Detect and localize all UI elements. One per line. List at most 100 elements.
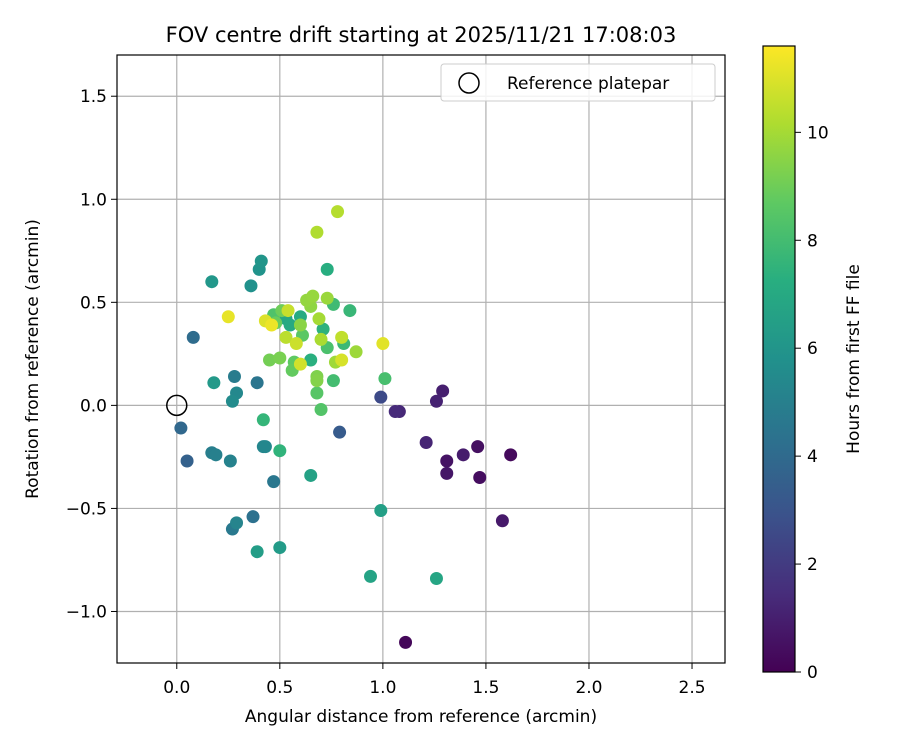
data-point: [227, 370, 241, 384]
data-point: [376, 337, 390, 351]
y-tick-label: 1.5: [80, 87, 107, 107]
data-point: [310, 386, 324, 400]
data-point: [223, 454, 237, 468]
x-tick-label: 2.5: [679, 678, 706, 698]
colorbar-gradient: [762, 45, 796, 673]
data-point: [250, 545, 264, 559]
y-tick-label: 0.0: [80, 396, 107, 416]
data-point: [246, 510, 260, 524]
data-point: [174, 421, 188, 435]
data-points: [174, 205, 518, 649]
reference-platepar-point: [166, 394, 188, 417]
x-axis-label: Angular distance from reference (arcmin): [245, 707, 597, 727]
data-point: [320, 291, 334, 305]
grid-lines: [117, 55, 725, 663]
data-point: [263, 353, 277, 367]
data-point: [267, 475, 281, 489]
data-point: [419, 435, 433, 449]
data-point: [429, 571, 443, 585]
data-point: [304, 468, 318, 482]
data-point: [333, 425, 347, 439]
data-point: [306, 289, 320, 303]
colorbar-label: Hours from first FF file: [844, 264, 864, 454]
data-point: [314, 332, 328, 346]
data-point: [281, 304, 295, 318]
data-point: [471, 440, 485, 454]
data-point: [335, 330, 349, 344]
data-point: [440, 454, 454, 468]
data-point: [495, 514, 509, 528]
colorbar-tick-label: 6: [807, 339, 818, 359]
data-point: [374, 503, 388, 517]
data-point: [186, 330, 200, 344]
data-point: [429, 394, 443, 408]
x-tick-label: 1.5: [472, 678, 499, 698]
data-point: [331, 205, 345, 219]
data-point: [310, 374, 324, 388]
legend-entry-reference: Reference platepar: [507, 74, 669, 94]
data-point: [314, 402, 328, 416]
y-tick-label: −0.5: [66, 499, 107, 519]
data-point: [279, 330, 293, 344]
data-point: [326, 374, 340, 388]
data-point: [440, 466, 454, 480]
data-point: [473, 471, 487, 485]
plot-frame: [116, 54, 726, 664]
data-point: [293, 357, 307, 371]
data-point: [289, 337, 303, 351]
data-point: [207, 376, 221, 390]
data-point: [225, 394, 239, 408]
data-point: [209, 448, 223, 462]
data-point: [265, 318, 279, 332]
data-point: [256, 413, 270, 427]
data-point: [388, 405, 402, 419]
data-point: [349, 345, 363, 359]
x-tick-label: 2.0: [575, 678, 602, 698]
data-point: [320, 262, 334, 276]
y-tick-label: 0.5: [80, 293, 107, 313]
data-point: [374, 390, 388, 404]
data-point: [205, 275, 219, 289]
colorbar: 0 2 4 6 8 10 Hours from first FF file: [762, 45, 864, 683]
reference-marker: [166, 394, 188, 417]
data-point: [258, 440, 272, 454]
legend-reference-marker-icon: [458, 72, 480, 94]
data-point: [364, 569, 378, 583]
data-point: [230, 516, 244, 530]
data-point: [273, 351, 287, 365]
colorbar-tick-label: 0: [807, 663, 818, 683]
data-point: [436, 384, 450, 398]
legend: Reference platepar: [440, 63, 716, 102]
data-point: [504, 448, 518, 462]
x-tick-label: 0.0: [163, 678, 190, 698]
chart-title: FOV centre drift starting at 2025/11/21 …: [166, 23, 677, 47]
data-point: [310, 225, 324, 239]
colorbar-tick-label: 10: [807, 123, 829, 143]
data-point: [293, 318, 307, 332]
y-tick-label: −1.0: [66, 602, 107, 622]
x-ticks: 0.0 0.5 1.0 1.5 2.0 2.5: [163, 663, 706, 698]
data-point: [180, 454, 194, 468]
legend-box: [440, 63, 716, 102]
colorbar-tick-label: 4: [807, 447, 818, 467]
colorbar-tick-label: 2: [807, 555, 818, 575]
data-point: [335, 353, 349, 367]
colorbar-ticks: 0 2 4 6 8 10: [795, 123, 829, 683]
data-point: [312, 312, 326, 326]
data-point: [254, 254, 268, 268]
x-tick-label: 1.0: [369, 678, 396, 698]
data-point: [378, 372, 392, 386]
data-point: [456, 448, 470, 462]
colorbar-tick-label: 8: [807, 231, 818, 251]
data-point: [250, 376, 264, 390]
data-point: [283, 318, 297, 332]
data-point: [316, 322, 330, 336]
y-tick-label: 1.0: [80, 190, 107, 210]
data-point: [399, 635, 413, 649]
data-point: [304, 353, 318, 367]
data-point: [221, 310, 235, 324]
data-point: [273, 541, 287, 555]
y-axis-label: Rotation from reference (arcmin): [23, 219, 43, 499]
data-point: [244, 279, 258, 293]
